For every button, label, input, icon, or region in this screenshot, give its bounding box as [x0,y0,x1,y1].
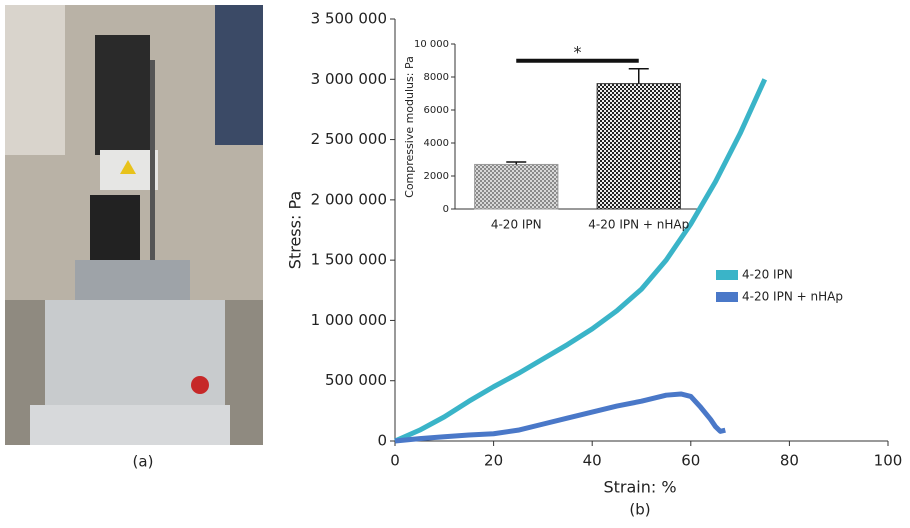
photo [5,5,263,445]
photo-lower-bellows [90,195,140,265]
inset-x-tick-label: 4-20 IPN + nHAp [588,218,689,232]
photo-keypad [30,405,230,445]
inset-y-tick-label: 0 [443,204,449,215]
bar [596,83,681,210]
y-tick-label: 3 500 000 [311,10,387,28]
significance-label: * [574,42,582,61]
inset-y-tick-label: 2000 [424,171,449,182]
x-tick-label: 80 [780,452,799,470]
legend-label: 4-20 IPN + nHAp [742,290,843,304]
error-bar [506,161,527,165]
legend-swatch [716,270,738,280]
y-tick-label: 3 000 000 [311,70,387,88]
bar [474,163,559,210]
inset-y-tick-label: 4000 [424,138,449,149]
y-tick-label: 0 [377,432,387,450]
y-axis-label: Stress: Pa [286,191,305,269]
y-tick-label: 1 000 000 [311,311,387,329]
y-tick-label: 2 000 000 [311,190,387,208]
error-bar [628,68,649,84]
inset-y-axis-label: Compressive modulus: Pa [403,56,416,198]
y-tick-label: 500 000 [325,371,387,389]
x-tick-label: 100 [874,452,903,470]
y-tick-label: 1 500 000 [311,251,387,269]
x-tick-label: 20 [484,452,503,470]
inset-y-tick-label: 10 000 [414,39,449,50]
series-line [394,391,726,444]
inset-y-tick-label: 6000 [424,105,449,116]
x-tick-label: 60 [681,452,700,470]
photo-wall-poster [5,5,65,155]
photo-stop-button [191,376,209,394]
x-axis-label: Strain: % [603,478,676,497]
inset-x-tick-label: 4-20 IPN [491,218,542,232]
photo-bellows [95,35,150,155]
photo-monitor [215,5,263,145]
series-line [393,78,768,444]
x-tick-label: 40 [583,452,602,470]
x-tick-label: 0 [390,452,400,470]
legend-swatch [716,292,738,302]
inset-y-tick-label: 8000 [424,72,449,83]
legend-label: 4-20 IPN [742,268,793,282]
caption: (a) [133,453,154,471]
photo-platform [75,260,190,300]
caption: (b) [629,501,650,519]
photo-warning-sign [120,160,136,174]
photo-column [150,60,155,260]
y-tick-label: 2 500 000 [311,130,387,148]
